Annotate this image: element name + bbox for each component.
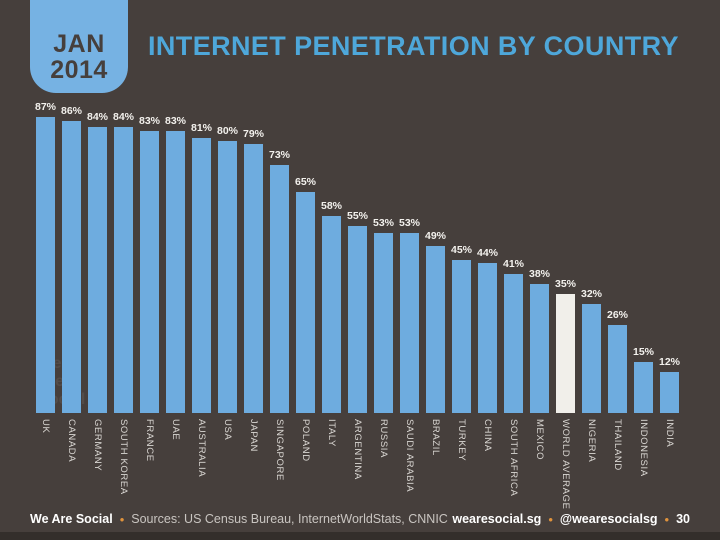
category-label: ITALY — [326, 419, 337, 447]
page-title: INTERNET PENETRATION BY COUNTRY — [148, 31, 679, 61]
category-label: POLAND — [300, 419, 311, 462]
category-label: CHINA — [482, 419, 493, 452]
bar-usa — [218, 141, 237, 413]
category-label: SAUDI ARABIA — [404, 419, 415, 493]
category-label: NIGERIA — [586, 419, 597, 463]
value-label: 58% — [320, 200, 343, 212]
value-label: 83% — [164, 115, 187, 127]
bar-nigeria — [582, 304, 601, 413]
category-label: SINGAPORE — [274, 419, 285, 481]
category-label: USA — [222, 419, 233, 441]
category-label: UK — [40, 419, 51, 434]
bar-world-average — [556, 294, 575, 413]
category-label: TURKEY — [456, 419, 467, 462]
value-label: 41% — [502, 258, 525, 270]
category-label: WORLD AVERAGE — [560, 419, 571, 510]
value-label: 65% — [294, 176, 317, 188]
value-label: 84% — [112, 111, 135, 123]
bar-saudi-arabia — [400, 233, 419, 413]
bar-russia — [374, 233, 393, 413]
bar-poland — [296, 192, 315, 413]
bar-india — [660, 372, 679, 413]
value-label: 15% — [632, 346, 655, 358]
category-label: BRAZIL — [430, 419, 441, 456]
bar-italy — [322, 216, 341, 413]
bar-australia — [192, 138, 211, 413]
category-label: AUSTRALIA — [196, 419, 207, 478]
footer-right: wearesocial.sg • @wearesocialsg • 30 — [452, 512, 690, 526]
bottom-edge-strip — [0, 532, 720, 540]
bar-south-africa — [504, 274, 523, 413]
bar-singapore — [270, 165, 289, 413]
category-label: INDIA — [664, 419, 675, 448]
footer-left: We Are Social • Sources: US Census Burea… — [30, 512, 448, 526]
value-label: 73% — [268, 149, 291, 161]
category-label: ARGENTINA — [352, 419, 363, 480]
value-label: 38% — [528, 268, 551, 280]
value-label: 53% — [398, 217, 421, 229]
category-label: JAPAN — [248, 419, 259, 452]
footer-bullet-icon: • — [119, 511, 125, 527]
bar-mexico — [530, 284, 549, 413]
value-label: 35% — [554, 278, 577, 290]
value-label: 84% — [86, 111, 109, 123]
bar-canada — [62, 121, 81, 413]
value-label: 55% — [346, 210, 369, 222]
value-label: 45% — [450, 244, 473, 256]
value-label: 32% — [580, 288, 603, 300]
bar-germany — [88, 127, 107, 413]
category-label: GERMANY — [92, 419, 103, 472]
category-label: THAILAND — [612, 419, 623, 471]
value-label: 53% — [372, 217, 395, 229]
bar-france — [140, 131, 159, 413]
bar-argentina — [348, 226, 367, 413]
category-label: RUSSIA — [378, 419, 389, 458]
value-label: 87% — [34, 101, 57, 113]
category-label: SOUTH AFRICA — [508, 419, 519, 497]
bar-china — [478, 263, 497, 413]
badge-month: JAN — [53, 30, 105, 58]
bar-japan — [244, 144, 263, 413]
bar-south-korea — [114, 127, 133, 413]
footer-brand: We Are Social — [30, 512, 113, 526]
footer: We Are Social • Sources: US Census Burea… — [0, 506, 720, 532]
bar-indonesia — [634, 362, 653, 413]
category-label: INDONESIA — [638, 419, 649, 477]
footer-site: wearesocial.sg — [452, 512, 542, 526]
value-label: 86% — [60, 105, 83, 117]
value-label: 49% — [424, 230, 447, 242]
category-label: UAE — [170, 419, 181, 441]
value-label: 80% — [216, 125, 239, 137]
date-badge: JAN 2014 — [30, 0, 128, 93]
bar-brazil — [426, 246, 445, 413]
value-label: 44% — [476, 247, 499, 259]
bar-turkey — [452, 260, 471, 413]
category-label: SOUTH KOREA — [118, 419, 129, 495]
value-label: 79% — [242, 128, 265, 140]
value-label: 12% — [658, 356, 681, 368]
footer-bullet-icon: • — [548, 511, 553, 527]
footer-page-number: 30 — [676, 512, 690, 526]
bar-uae — [166, 131, 185, 413]
badge-year: 2014 — [50, 55, 108, 84]
value-label: 83% — [138, 115, 161, 127]
footer-sources: Sources: US Census Bureau, InternetWorld… — [131, 512, 448, 526]
footer-bullet-icon: • — [664, 511, 670, 527]
category-label: CANADA — [66, 419, 77, 463]
bar-thailand — [608, 325, 627, 413]
category-label: MEXICO — [534, 419, 545, 461]
value-label: 26% — [606, 309, 629, 321]
footer-handle: @wearesocialsg — [559, 512, 658, 526]
category-label: FRANCE — [144, 419, 155, 462]
bar-uk — [36, 117, 55, 413]
value-label: 81% — [190, 122, 213, 134]
